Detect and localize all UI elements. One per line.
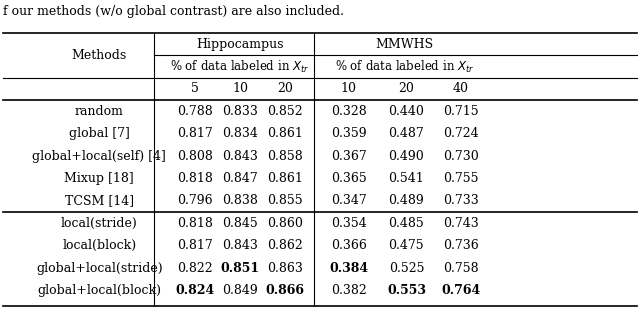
Text: 0.861: 0.861 bbox=[267, 127, 303, 140]
Text: local(stride): local(stride) bbox=[61, 217, 138, 230]
Text: global [7]: global [7] bbox=[68, 127, 130, 140]
Text: 0.843: 0.843 bbox=[222, 239, 258, 252]
Text: % of data labeled in $X_{tr}$: % of data labeled in $X_{tr}$ bbox=[170, 58, 310, 75]
Text: 0.818: 0.818 bbox=[177, 217, 213, 230]
Text: 10: 10 bbox=[341, 83, 357, 95]
Text: 0.858: 0.858 bbox=[267, 150, 303, 163]
Text: 0.440: 0.440 bbox=[388, 105, 424, 118]
Text: 0.834: 0.834 bbox=[222, 127, 258, 140]
Text: local(block): local(block) bbox=[62, 239, 136, 252]
Text: 5: 5 bbox=[191, 83, 199, 95]
Text: 0.847: 0.847 bbox=[222, 172, 258, 185]
Text: 0.860: 0.860 bbox=[267, 217, 303, 230]
Text: 0.736: 0.736 bbox=[443, 239, 479, 252]
Text: 0.796: 0.796 bbox=[177, 194, 213, 208]
Text: 0.861: 0.861 bbox=[267, 172, 303, 185]
Text: 0.866: 0.866 bbox=[266, 284, 304, 297]
Text: Mixup [18]: Mixup [18] bbox=[65, 172, 134, 185]
Text: 0.845: 0.845 bbox=[222, 217, 258, 230]
Text: 0.743: 0.743 bbox=[443, 217, 479, 230]
Text: random: random bbox=[75, 105, 124, 118]
Text: 0.808: 0.808 bbox=[177, 150, 213, 163]
Text: 0.525: 0.525 bbox=[388, 262, 424, 274]
Text: global+local(block): global+local(block) bbox=[37, 284, 161, 297]
Text: 0.354: 0.354 bbox=[331, 217, 367, 230]
Text: 0.541: 0.541 bbox=[388, 172, 424, 185]
Text: 0.755: 0.755 bbox=[443, 172, 479, 185]
Text: 0.715: 0.715 bbox=[443, 105, 479, 118]
Text: 0.849: 0.849 bbox=[222, 284, 258, 297]
Text: 0.724: 0.724 bbox=[443, 127, 479, 140]
Text: 0.862: 0.862 bbox=[267, 239, 303, 252]
Text: global+local(stride): global+local(stride) bbox=[36, 262, 163, 274]
Text: 0.817: 0.817 bbox=[177, 239, 213, 252]
Text: 0.758: 0.758 bbox=[443, 262, 479, 274]
Text: 0.817: 0.817 bbox=[177, 127, 213, 140]
Text: TCSM [14]: TCSM [14] bbox=[65, 194, 134, 208]
Text: 0.852: 0.852 bbox=[267, 105, 303, 118]
Text: 0.838: 0.838 bbox=[222, 194, 258, 208]
Text: 0.487: 0.487 bbox=[388, 127, 424, 140]
Text: 0.347: 0.347 bbox=[331, 194, 367, 208]
Text: 0.843: 0.843 bbox=[222, 150, 258, 163]
Text: 0.855: 0.855 bbox=[267, 194, 303, 208]
Text: 0.328: 0.328 bbox=[331, 105, 367, 118]
Text: 0.365: 0.365 bbox=[331, 172, 367, 185]
Text: 0.489: 0.489 bbox=[388, 194, 424, 208]
Text: 0.833: 0.833 bbox=[222, 105, 258, 118]
Text: % of data labeled in $X_{tr}$: % of data labeled in $X_{tr}$ bbox=[335, 58, 474, 75]
Text: 0.367: 0.367 bbox=[331, 150, 367, 163]
Text: global+local(self) [4]: global+local(self) [4] bbox=[32, 150, 166, 163]
Text: 40: 40 bbox=[453, 83, 468, 95]
Text: 0.490: 0.490 bbox=[388, 150, 424, 163]
Text: 0.366: 0.366 bbox=[331, 239, 367, 252]
Text: 0.818: 0.818 bbox=[177, 172, 213, 185]
Text: MMWHS: MMWHS bbox=[376, 38, 433, 51]
Text: 10: 10 bbox=[232, 83, 248, 95]
Text: 0.359: 0.359 bbox=[331, 127, 367, 140]
Text: 0.733: 0.733 bbox=[443, 194, 479, 208]
Text: 0.475: 0.475 bbox=[388, 239, 424, 252]
Text: 20: 20 bbox=[277, 83, 292, 95]
Text: 0.382: 0.382 bbox=[331, 284, 367, 297]
Text: f our methods (w/o global contrast) are also included.: f our methods (w/o global contrast) are … bbox=[3, 5, 344, 18]
Text: 0.851: 0.851 bbox=[220, 262, 260, 274]
Text: 0.485: 0.485 bbox=[388, 217, 424, 230]
Text: Hippocampus: Hippocampus bbox=[196, 38, 284, 51]
Text: 0.824: 0.824 bbox=[175, 284, 215, 297]
Text: 0.863: 0.863 bbox=[267, 262, 303, 274]
Text: 0.384: 0.384 bbox=[329, 262, 369, 274]
Text: 0.730: 0.730 bbox=[443, 150, 479, 163]
Text: 0.788: 0.788 bbox=[177, 105, 213, 118]
Text: Methods: Methods bbox=[72, 49, 127, 62]
Text: 0.553: 0.553 bbox=[387, 284, 426, 297]
Text: 20: 20 bbox=[399, 83, 414, 95]
Text: 0.822: 0.822 bbox=[177, 262, 213, 274]
Text: 0.764: 0.764 bbox=[441, 284, 481, 297]
